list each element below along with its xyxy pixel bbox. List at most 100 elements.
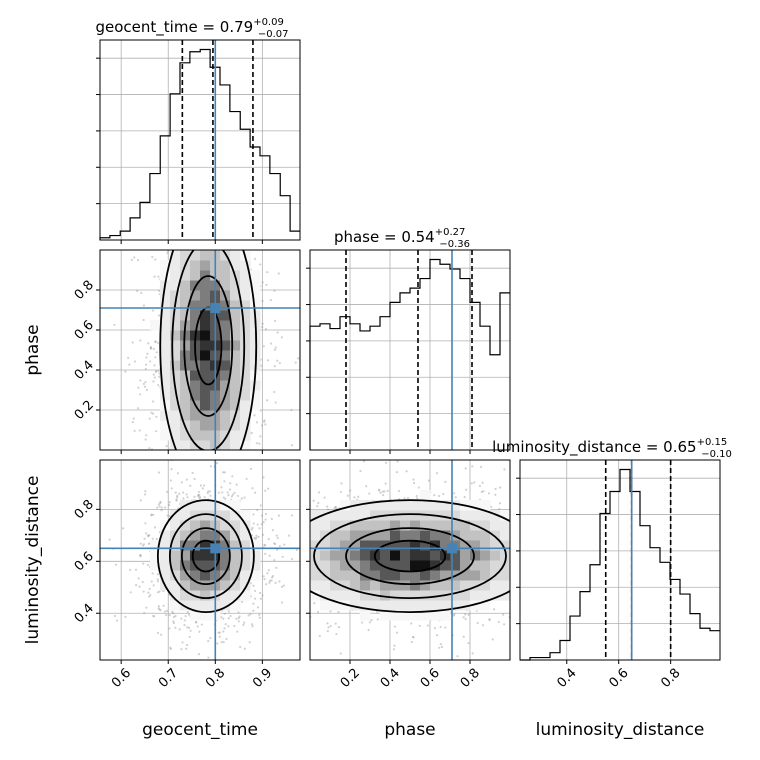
sample-point xyxy=(274,401,277,404)
sample-point xyxy=(191,471,194,475)
sample-point xyxy=(139,379,142,382)
density-cell xyxy=(230,510,241,521)
density-cell xyxy=(200,400,211,411)
density-cell xyxy=(180,580,191,591)
sample-point xyxy=(465,488,468,491)
density-cell xyxy=(360,610,371,621)
sample-point xyxy=(220,616,223,619)
sample-point xyxy=(240,600,244,603)
density-cell xyxy=(200,430,211,441)
density-cell xyxy=(400,560,411,571)
density-cell xyxy=(350,550,361,561)
sample-point xyxy=(222,617,225,620)
sample-point xyxy=(392,648,396,651)
density-cell xyxy=(230,310,241,321)
density-cell xyxy=(360,600,371,611)
sample-point xyxy=(168,501,171,504)
density-cell xyxy=(200,350,211,361)
density-cell xyxy=(160,350,171,361)
density-cell xyxy=(190,430,201,441)
sample-point xyxy=(266,359,270,362)
sample-point xyxy=(270,576,274,579)
sample-point xyxy=(155,430,158,433)
density-cell xyxy=(240,560,251,571)
sample-point xyxy=(270,517,273,521)
density-cell xyxy=(190,250,201,261)
density-cell xyxy=(490,520,501,531)
contour-line xyxy=(310,499,510,613)
sample-point xyxy=(236,494,240,498)
sample-point xyxy=(417,486,420,489)
sample-point xyxy=(181,641,184,644)
sample-point xyxy=(261,299,264,303)
sample-point xyxy=(494,493,497,496)
sample-point xyxy=(275,534,278,537)
density-cell xyxy=(230,360,241,371)
density-cell xyxy=(170,540,181,551)
sample-point xyxy=(444,626,447,629)
density-cell xyxy=(470,530,481,541)
sample-point xyxy=(261,594,264,597)
sample-point xyxy=(259,504,262,507)
density-cell xyxy=(310,550,321,561)
sample-point xyxy=(188,635,191,638)
sample-point xyxy=(209,494,212,497)
sample-point xyxy=(199,484,202,487)
sample-point xyxy=(254,491,257,494)
density-cell xyxy=(170,250,181,261)
sample-point xyxy=(151,309,155,312)
sample-point xyxy=(273,390,276,394)
density-cell xyxy=(440,600,451,611)
sample-point xyxy=(156,573,159,576)
density-cell xyxy=(160,290,171,301)
sample-point xyxy=(176,496,179,499)
density-cell xyxy=(180,600,191,611)
density-cell xyxy=(190,550,201,561)
density-cell xyxy=(490,550,501,561)
sample-point xyxy=(198,496,202,499)
density-cell xyxy=(240,420,251,431)
density-cell xyxy=(250,570,261,581)
sample-point xyxy=(220,640,223,644)
density-cell xyxy=(400,610,411,621)
sample-point xyxy=(154,340,157,343)
sample-point xyxy=(178,492,181,495)
density-cell xyxy=(240,270,251,281)
density-cell xyxy=(180,570,191,581)
sample-point xyxy=(456,655,459,658)
sample-point xyxy=(462,616,465,619)
density-cell xyxy=(160,430,171,441)
density-cell xyxy=(410,610,421,621)
density-cell xyxy=(420,590,431,601)
sample-point xyxy=(368,492,371,495)
sample-point xyxy=(149,345,152,349)
sample-point xyxy=(139,339,142,342)
density-cell xyxy=(450,530,461,541)
density-cell xyxy=(370,520,381,531)
density-cell xyxy=(220,300,231,311)
density-cell xyxy=(220,280,231,291)
sample-point xyxy=(218,635,221,638)
density-cell xyxy=(420,530,431,541)
sample-point xyxy=(142,543,146,546)
density-cell xyxy=(190,270,201,281)
sample-point xyxy=(149,360,152,363)
density-cell xyxy=(370,510,381,521)
density-cell xyxy=(220,580,231,591)
sample-point xyxy=(141,544,145,547)
panel-geocent_time-phase xyxy=(96,249,301,454)
density-cell xyxy=(390,550,401,561)
sample-point xyxy=(259,435,262,438)
sample-point xyxy=(223,480,226,483)
density-cell xyxy=(180,340,191,351)
density-cell xyxy=(430,610,441,621)
sample-point xyxy=(153,275,156,278)
sample-point xyxy=(228,488,232,491)
density-cell xyxy=(440,610,451,621)
density-cell xyxy=(200,260,211,271)
density-cell xyxy=(500,590,510,601)
density-cell xyxy=(230,290,241,301)
density-cell xyxy=(170,330,181,341)
sample-point xyxy=(254,538,257,541)
sample-point xyxy=(197,490,200,494)
